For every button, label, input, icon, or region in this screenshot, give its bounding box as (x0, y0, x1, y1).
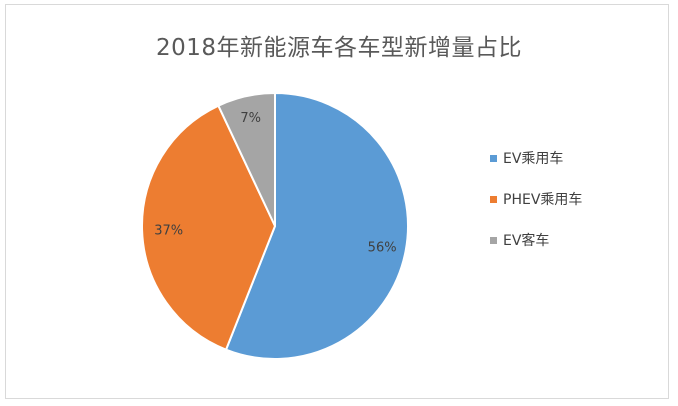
legend-item-ev-passenger: EV乘用车 (490, 148, 582, 168)
legend-item-ev-bus: EV客车 (490, 230, 582, 250)
legend-label: PHEV乘用车 (503, 192, 583, 208)
legend: EV乘用车 PHEV乘用车 EV客车 (490, 148, 582, 271)
data-label-phev-passenger: 37% (154, 223, 183, 238)
legend-swatch (490, 195, 497, 203)
slice-phev-passenger (141, 104, 277, 351)
chart-title: 2018年新能源车各车型新增量占比 (155, 35, 523, 61)
data-label-ev-passenger: 56% (368, 240, 397, 255)
legend-label: EV客车 (503, 233, 550, 249)
legend-item-phev-passenger: PHEV乘用车 (490, 189, 582, 209)
data-label-ev-bus: 7% (240, 111, 261, 126)
legend-label: EV乘用车 (503, 151, 564, 167)
legend-swatch (490, 236, 497, 244)
slice-ev-bus (217, 91, 276, 227)
legend-swatch (490, 154, 497, 162)
slice-ev-passenger (224, 91, 409, 360)
